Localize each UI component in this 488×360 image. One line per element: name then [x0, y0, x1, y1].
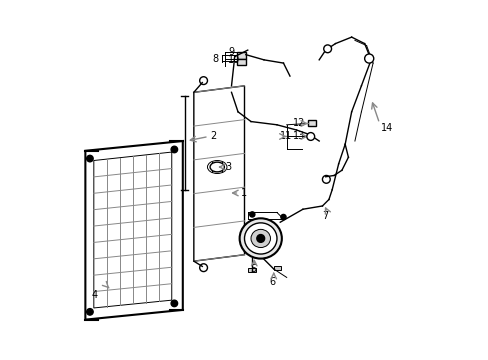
Circle shape — [256, 235, 264, 242]
Text: 9: 9 — [228, 47, 234, 57]
Text: 10: 10 — [228, 55, 240, 65]
Circle shape — [86, 309, 93, 315]
Text: 12: 12 — [293, 118, 305, 129]
Circle shape — [306, 132, 314, 140]
Text: 1: 1 — [240, 188, 246, 198]
Text: 6: 6 — [268, 277, 275, 287]
Circle shape — [364, 54, 373, 63]
Ellipse shape — [250, 229, 270, 248]
Text: 11: 11 — [280, 131, 292, 141]
Text: 2: 2 — [210, 131, 217, 141]
Text: 3: 3 — [224, 162, 231, 172]
Bar — [236, 59, 245, 65]
Ellipse shape — [244, 223, 276, 254]
Circle shape — [171, 146, 177, 153]
Text: 8: 8 — [212, 54, 218, 64]
Circle shape — [171, 300, 177, 307]
Circle shape — [280, 215, 285, 220]
Circle shape — [86, 155, 93, 162]
Text: 13: 13 — [293, 131, 305, 141]
Ellipse shape — [210, 162, 224, 172]
Bar — [274, 266, 280, 270]
Text: 4: 4 — [92, 290, 98, 300]
Bar — [236, 52, 245, 59]
Bar — [307, 120, 315, 126]
Bar — [248, 268, 256, 272]
Circle shape — [323, 45, 331, 53]
Ellipse shape — [239, 218, 281, 258]
Text: 14: 14 — [380, 123, 392, 133]
Text: 7: 7 — [322, 211, 328, 221]
Text: 5: 5 — [249, 264, 255, 274]
Circle shape — [249, 212, 254, 217]
